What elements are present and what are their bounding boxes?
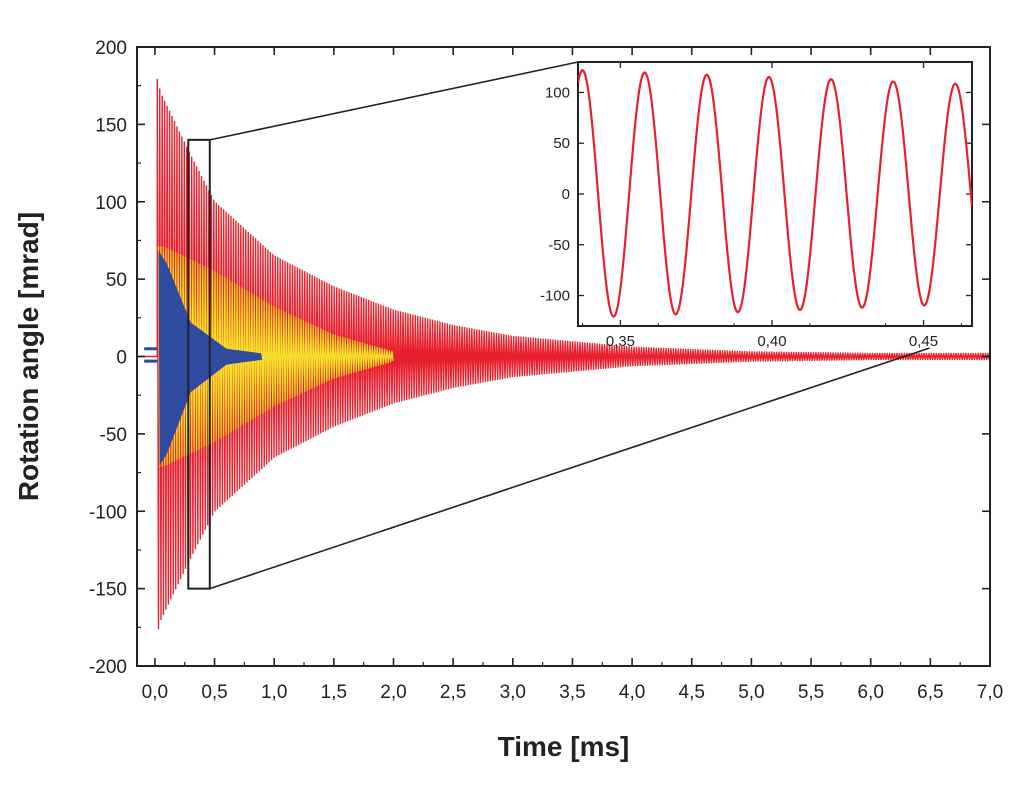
zoom-connector-bottom	[209, 347, 930, 590]
y-tick-label: 100	[95, 193, 127, 214]
x-axis-title: Time [ms]	[498, 731, 630, 762]
inset-x-tick-label: 0,45	[909, 333, 938, 350]
y-tick-label: -150	[89, 580, 127, 601]
inset-x-tick-label: 0,40	[757, 333, 786, 350]
y-tick-label: 50	[106, 270, 127, 291]
y-tick-label: -100	[89, 502, 127, 523]
series-1-line	[157, 246, 394, 468]
zoom-callout	[187, 61, 930, 590]
inset-y-tick-label: 0	[562, 186, 570, 203]
x-tick-label: 4,5	[679, 682, 705, 703]
x-axis: 0,0 0,5 1,0 1,5 2,0 2,5 3,0 3,5 4,0 4,5 5,0 5,5 6,0 6…	[142, 47, 1003, 703]
inset-y-tick-label: -50	[548, 237, 570, 254]
inset-x-tick-label: 0,35	[606, 333, 635, 350]
y-tick-label: 150	[95, 115, 127, 136]
zoom-connector-top	[209, 61, 579, 141]
y-tick-label: -200	[89, 657, 127, 678]
x-tick-label: 2,5	[440, 682, 466, 703]
y-tick-label: 0	[116, 348, 127, 369]
x-tick-label: 3,5	[559, 682, 585, 703]
x-tick-label: 3,0	[500, 682, 526, 703]
x-tick-label: 6,0	[857, 682, 883, 703]
inset-chart: 0,35 0,40 0,45 100 50 0 -50 -100	[540, 61, 973, 350]
x-tick-label: 5,0	[738, 682, 764, 703]
y-axis-title: Rotation angle [mrad]	[13, 212, 44, 501]
x-tick-label: 6,5	[917, 682, 943, 703]
x-tick-label: 0,0	[142, 682, 168, 703]
x-tick-label: 2,0	[380, 682, 406, 703]
x-tick-label: 1,5	[321, 682, 347, 703]
inset-y-tick-label: 100	[545, 84, 570, 101]
inset-y-tick-label: -100	[540, 288, 570, 305]
y-tick-label: 200	[95, 38, 127, 59]
series-0-line	[137, 78, 990, 630]
y-axis: 200 150 100 50 0 -50 -100 -150 -200	[89, 38, 990, 678]
x-tick-label: 4,0	[619, 682, 645, 703]
y-tick-label: -50	[100, 425, 127, 446]
x-tick-label: 5,5	[798, 682, 824, 703]
x-tick-label: 0,5	[201, 682, 227, 703]
x-tick-label: 7,0	[977, 682, 1003, 703]
x-tick-label: 1,0	[261, 682, 287, 703]
zoom-window	[187, 138, 211, 590]
inset-y-tick-label: 50	[553, 135, 570, 152]
inset-series-line	[578, 69, 972, 318]
